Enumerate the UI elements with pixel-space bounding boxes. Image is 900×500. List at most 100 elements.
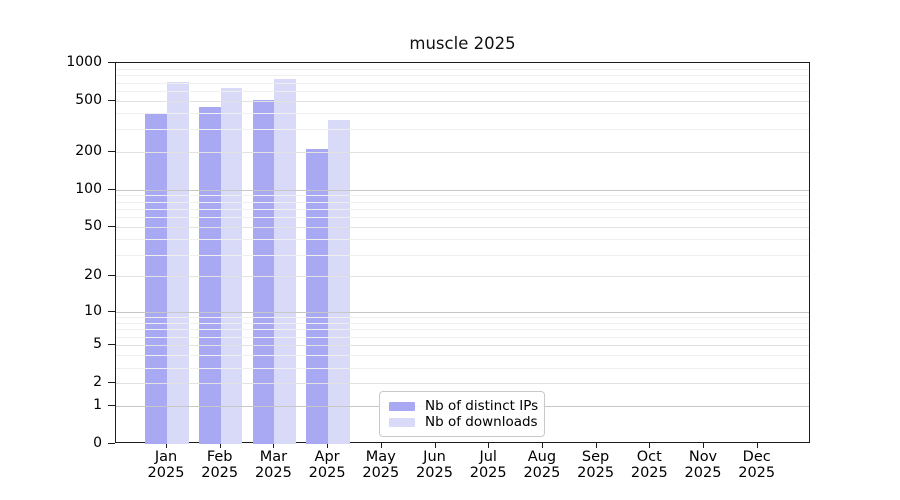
- gridline-2: [116, 383, 809, 385]
- x-tick-label-jul: Jul 2025: [455, 449, 521, 481]
- x-tick-label-oct: Oct 2025: [616, 449, 682, 481]
- y-tick-mark-5: [108, 344, 115, 346]
- gridline-8: [116, 322, 809, 324]
- x-tick-label-year: 2025: [469, 464, 507, 481]
- x-tick-mark-sep: [595, 443, 597, 448]
- y-tick-mark-0: [108, 443, 115, 444]
- gridline-20: [116, 276, 809, 278]
- legend-swatch-downloads: [389, 417, 415, 427]
- x-tick-label-month: Apr: [314, 449, 340, 465]
- y-tick-label-20: 20: [84, 267, 102, 284]
- x-tick-label-month: Sep: [581, 449, 610, 465]
- x-tick-mark-mar: [273, 443, 275, 448]
- y-tick-mark-2: [108, 382, 115, 384]
- x-tick-mark-apr: [327, 443, 329, 448]
- y-tick-mark-100: [108, 188, 115, 190]
- x-tick-mark-oct: [649, 443, 651, 448]
- bar-distinct-ips-feb: [199, 107, 221, 444]
- x-tick-mark-feb: [219, 443, 221, 448]
- bars-layer: [116, 63, 809, 444]
- gridline-9: [116, 317, 809, 318]
- legend-item-downloads: Nb of downloads: [389, 414, 538, 430]
- gridline-200: [116, 151, 809, 153]
- bar-downloads-apr: [328, 120, 350, 444]
- bar-distinct-ips-jan: [145, 112, 167, 444]
- y-tick-label-100: 100: [75, 180, 102, 197]
- x-tick-label-year: 2025: [147, 464, 185, 481]
- y-tick-label-0: 0: [93, 435, 102, 451]
- x-tick-label-year: 2025: [684, 464, 722, 481]
- gridline-300: [116, 129, 809, 131]
- x-tick-label-mar: Mar 2025: [240, 449, 306, 481]
- legend-item-distinct-ips: Nb of distinct IPs: [389, 398, 539, 414]
- x-tick-label-month: Jun: [423, 449, 446, 465]
- y-tick-label-50: 50: [84, 218, 102, 235]
- gridline-6: [116, 336, 809, 338]
- bar-distinct-ips-mar: [252, 99, 275, 444]
- x-tick-mark-jan: [166, 443, 167, 448]
- gridline-80: [116, 201, 809, 203]
- x-tick-label-month: May: [365, 449, 396, 465]
- y-tick-mark-1000: [108, 62, 115, 63]
- x-tick-mark-jun: [434, 443, 436, 448]
- y-tick-label-10: 10: [84, 302, 102, 319]
- grid-layer: [116, 63, 809, 442]
- y-tick-mark-1: [108, 404, 115, 406]
- x-tick-label-feb: Feb 2025: [187, 449, 253, 481]
- x-tick-mark-jul: [488, 443, 490, 448]
- y-tick-mark-10: [108, 310, 115, 312]
- x-tick-label-month: Nov: [688, 449, 718, 465]
- x-tick-label-jun: Jun 2025: [402, 449, 468, 481]
- y-tick-label-1000: 1000: [66, 54, 102, 70]
- gridline-50: [116, 227, 809, 229]
- x-tick-mark-nov: [703, 443, 704, 448]
- bar-downloads-feb: [220, 87, 243, 444]
- y-tick-mark-20: [108, 275, 115, 277]
- gridline-40: [116, 239, 809, 241]
- x-tick-mark-dec: [756, 443, 758, 448]
- chart-title: muscle 2025: [409, 34, 516, 53]
- gridline-900: [116, 68, 809, 70]
- gridline-90: [116, 195, 809, 197]
- gridline-30: [116, 254, 809, 256]
- x-tick-label-year: 2025: [577, 464, 615, 481]
- gridline-10: [116, 311, 809, 313]
- x-tick-label-year: 2025: [630, 464, 668, 481]
- gridline-100: [116, 189, 809, 191]
- bar-downloads-jan: [167, 81, 189, 444]
- x-tick-label-jan: Jan 2025: [133, 449, 199, 481]
- gridline-7: [116, 329, 809, 331]
- gridline-4: [116, 355, 809, 357]
- gridline-70: [116, 208, 809, 210]
- x-tick-label-apr: Apr 2025: [294, 449, 360, 481]
- y-tick-label-2: 2: [93, 374, 102, 391]
- x-tick-label-sep: Sep 2025: [563, 449, 629, 481]
- x-tick-label-year: 2025: [201, 464, 239, 481]
- x-tick-mark-may: [380, 443, 382, 448]
- x-tick-label-month: Dec: [742, 449, 771, 465]
- x-tick-label-month: Feb: [206, 449, 233, 465]
- y-tick-label-1: 1: [93, 396, 102, 413]
- gridline-5: [116, 345, 809, 347]
- y-tick-label-500: 500: [75, 92, 102, 109]
- y-tick-mark-200: [108, 150, 115, 152]
- x-tick-label-year: 2025: [738, 464, 776, 481]
- x-tick-label-month: Mar: [259, 449, 288, 465]
- gridline-400: [116, 113, 809, 115]
- y-tick-label-200: 200: [75, 142, 102, 159]
- plot-area: [115, 62, 810, 444]
- x-tick-label-month: Oct: [636, 449, 662, 465]
- gridline-500: [116, 101, 809, 103]
- x-tick-label-year: 2025: [308, 464, 346, 481]
- gridline-3: [116, 367, 809, 369]
- x-tick-label-year: 2025: [416, 464, 453, 481]
- gridline-60: [116, 217, 809, 219]
- gridline-600: [116, 91, 809, 93]
- x-tick-label-month: Jan: [154, 449, 178, 465]
- legend-label-distinct-ips: Nb of distinct IPs: [425, 398, 539, 414]
- x-tick-label-month: Aug: [527, 449, 557, 465]
- legend-swatch-distinct-ips: [389, 401, 415, 411]
- gridline-800: [116, 75, 809, 77]
- gridline-700: [116, 82, 809, 84]
